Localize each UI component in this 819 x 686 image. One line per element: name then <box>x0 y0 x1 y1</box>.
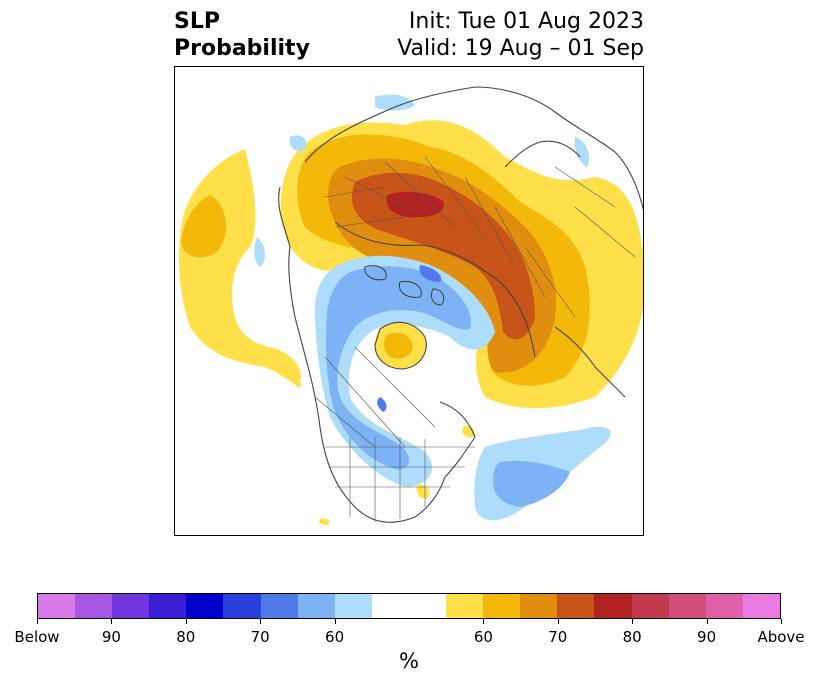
colorbar-swatch <box>705 594 743 618</box>
colorbar-tick-mark <box>111 619 113 624</box>
colorbar-tick-mark <box>781 619 782 624</box>
probability-map <box>179 86 643 525</box>
colorbar <box>37 593 781 619</box>
colorbar-tick-mark <box>706 619 708 624</box>
colorbar-tick-label: 80 <box>622 628 642 646</box>
eurasia-above-darker <box>351 172 535 340</box>
colorbar-swatch <box>149 594 187 618</box>
colorbar-tick-label: Below <box>14 628 60 646</box>
us-above-patch <box>416 484 430 499</box>
scandinavia-below-patch-2 <box>574 137 590 167</box>
eurasia-above-darkest <box>386 191 444 218</box>
arctic-below-dark <box>419 265 442 282</box>
gulf-above-patch <box>318 518 330 525</box>
colorbar-swatch <box>631 594 669 618</box>
colorbar-swatch <box>483 594 521 618</box>
coastlines <box>278 86 643 523</box>
colorbar-tick-mark <box>483 619 485 624</box>
colorbar-tick-label: 80 <box>176 628 196 646</box>
colorbar-swatch <box>742 594 780 618</box>
colorbar-tick-label: 60 <box>473 628 493 646</box>
colorbar-tick-label: 90 <box>101 628 121 646</box>
colorbar-swatch <box>38 594 76 618</box>
colorbar-tick-mark <box>334 619 336 624</box>
atlantic-below-medium <box>493 460 570 507</box>
colorbar-swatch <box>112 594 150 618</box>
valid-range: Valid: 19 Aug – 01 Sep <box>397 36 644 61</box>
colorbar-swatch <box>557 594 595 618</box>
chart-title-left: SLP Probability <box>174 8 310 62</box>
north-atlantic-below-patch <box>289 135 307 152</box>
pacific-above-medium <box>181 195 227 258</box>
colorbar-swatch <box>371 594 409 618</box>
colorbar-swatch <box>408 594 447 618</box>
colorbar-swatch <box>75 594 113 618</box>
colorbar-swatch <box>594 594 632 618</box>
init-date: Init: Tue 01 Aug 2023 <box>408 9 644 34</box>
pacific-below-patch <box>254 237 265 267</box>
hudson-below-dark <box>377 397 387 412</box>
colorbar-tick-label: 70 <box>548 628 568 646</box>
title-metric: Probability <box>174 36 310 61</box>
colorbar-tick-mark <box>185 619 187 624</box>
colorbar-unit-label: % <box>399 649 419 673</box>
colorbar-tick-mark <box>37 619 38 624</box>
colorbar-tick-label: 70 <box>250 628 270 646</box>
arctic-below-medium <box>325 266 471 470</box>
colorbar-swatch <box>520 594 558 618</box>
colorbar-swatch <box>668 594 706 618</box>
colorbar-swatch <box>297 594 335 618</box>
colorbar-swatch <box>446 594 484 618</box>
colorbar-swatch <box>186 594 224 618</box>
map-panel <box>174 66 644 536</box>
colorbar-tick-mark <box>557 619 559 624</box>
colorbar-tick-mark <box>260 619 262 624</box>
chart-title-right: Init: Tue 01 Aug 2023 Valid: 19 Aug – 01… <box>397 8 644 62</box>
greenland-above-medium <box>383 332 413 359</box>
scandinavia-below-patch <box>375 94 415 111</box>
colorbar-tick-label: 60 <box>325 628 345 646</box>
colorbar-tick-label: Above <box>757 628 805 646</box>
colorbar-tick-mark <box>632 619 634 624</box>
colorbar-swatch <box>334 594 372 618</box>
colorbar-tick-label: 90 <box>697 628 717 646</box>
colorbar-swatch <box>260 594 298 618</box>
title-variable: SLP <box>174 9 220 34</box>
political-borders <box>314 156 636 522</box>
colorbar-swatch <box>223 594 261 618</box>
